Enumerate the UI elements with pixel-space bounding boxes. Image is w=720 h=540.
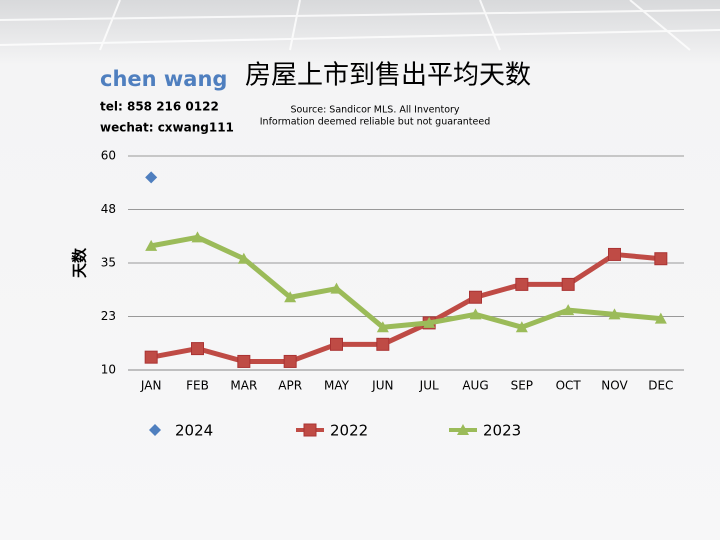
x-tick-label: JUL: [419, 379, 439, 393]
data-point: [237, 354, 251, 368]
data-point: [145, 171, 158, 184]
data-point: [144, 350, 158, 364]
data-point: [423, 316, 436, 328]
subtitle: Information deemed reliable but not guar…: [260, 117, 491, 128]
data-point: [376, 337, 390, 351]
legend-marker: [303, 423, 317, 437]
phone: tel: 858 216 0122: [100, 100, 219, 114]
x-tick-label: JAN: [140, 379, 162, 393]
x-tick-label: MAR: [230, 379, 257, 393]
x-tick-label: FEB: [186, 379, 209, 393]
data-point: [469, 308, 482, 320]
data-point: [562, 304, 575, 316]
data-point: [515, 277, 529, 291]
x-tick-label: JUN: [371, 379, 393, 393]
legend-marker: [457, 424, 469, 435]
data-point: [191, 342, 204, 356]
data-point: [191, 231, 204, 243]
y-axis-label: 天数: [71, 247, 89, 278]
data-point: [284, 291, 297, 303]
ceiling-pattern: [0, 0, 720, 51]
legend-label: 2023: [483, 422, 521, 440]
data-point: [515, 321, 528, 333]
x-tick-label: DEC: [648, 379, 673, 393]
wechat: wechat: cxwang111: [100, 121, 234, 135]
x-tick-label: APR: [278, 379, 302, 393]
y-tick-label: 10: [101, 363, 116, 377]
x-tick-label: SEP: [511, 379, 533, 393]
y-tick-label: 48: [101, 202, 116, 216]
data-point: [330, 337, 343, 351]
series-line: [150, 234, 662, 330]
x-tick-label: OCT: [556, 379, 582, 393]
data-point: [608, 308, 621, 320]
name: chen wang: [100, 67, 227, 91]
y-tick-label: 60: [101, 149, 116, 163]
x-tick-label: AUG: [462, 379, 488, 393]
legend-marker: [149, 424, 161, 436]
data-point: [237, 252, 250, 264]
data-point: [376, 321, 389, 333]
data-point: [561, 277, 575, 291]
x-tick-label: MAY: [324, 379, 350, 393]
subtitle: Source: Sandicor MLS. All Inventory: [290, 105, 459, 116]
data-point: [654, 312, 667, 324]
data-point: [654, 252, 668, 266]
series-line: [150, 251, 662, 364]
data-point: [283, 354, 297, 368]
data-point: [469, 290, 482, 304]
data-point: [330, 282, 343, 294]
y-tick-label: 35: [101, 256, 116, 270]
chart-title: 房屋上市到售出平均天数: [245, 61, 531, 91]
legend-label: 2024: [175, 422, 213, 440]
data-point: [145, 239, 158, 251]
x-tick-label: NOV: [601, 379, 628, 393]
data-point: [608, 247, 621, 261]
y-tick-label: 23: [101, 309, 116, 323]
legend-label: 2022: [330, 422, 368, 440]
